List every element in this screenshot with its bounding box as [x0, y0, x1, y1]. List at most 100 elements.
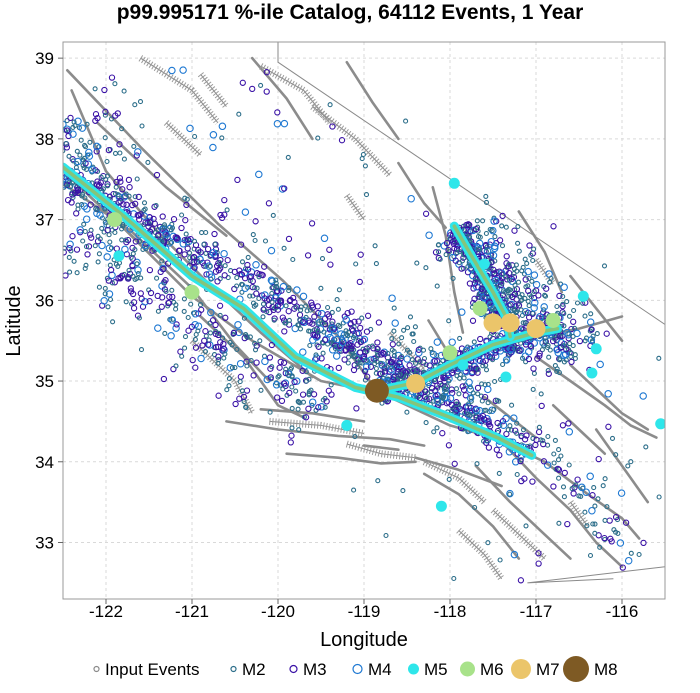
event-marker-m3: [125, 176, 133, 184]
range-hatch: [138, 55, 221, 125]
event-marker-m2: [207, 330, 214, 336]
event-marker-m2: [414, 367, 420, 373]
event-marker-m2: [520, 427, 527, 433]
event-marker-m2: [475, 391, 481, 397]
event-marker-m2: [554, 303, 560, 310]
event-marker-m3: [212, 268, 220, 275]
event-marker-m3: [267, 365, 274, 372]
event-marker-m3: [247, 273, 255, 280]
event-marker-m2: [483, 367, 490, 373]
fault-line: [414, 456, 503, 488]
event-marker-m4: [320, 234, 329, 243]
event-marker-m3: [526, 242, 533, 249]
event-marker-m3: [253, 359, 260, 366]
event-marker-m4: [490, 244, 499, 253]
event-marker-m4: [98, 241, 106, 250]
event-marker-m4: [100, 297, 108, 305]
y-axis-ticks: 33 34 35 36 37 38 39: [35, 49, 63, 552]
event-marker-m3: [217, 256, 224, 264]
event-marker-m2: [556, 370, 562, 376]
event-marker-m2: [121, 156, 127, 162]
event-marker-m2: [217, 260, 223, 266]
event-marker-m2: [79, 191, 86, 197]
event-marker-m3: [211, 230, 218, 238]
event-marker-m2: [63, 194, 64, 197]
event-marker-m2: [351, 487, 357, 493]
event-marker-m4: [134, 148, 142, 156]
event-marker-m3: [516, 347, 523, 354]
event-marker-m3: [93, 148, 100, 155]
event-marker-m3: [458, 265, 465, 272]
large-event-m5: [457, 359, 469, 371]
event-marker-m3: [458, 345, 466, 352]
event-marker-m3: [367, 363, 375, 370]
event-marker-m2: [492, 234, 498, 240]
event-marker-m4: [530, 304, 538, 312]
event-marker-m4: [565, 428, 574, 436]
large-event-m5: [500, 371, 512, 383]
event-marker-m2: [96, 251, 102, 257]
event-marker-m2: [234, 346, 240, 353]
event-marker-m3: [479, 412, 487, 420]
event-marker-m3: [315, 343, 322, 350]
event-marker-m4: [507, 345, 515, 353]
event-marker-m2: [71, 258, 77, 264]
fault-line: [534, 355, 658, 439]
fault-line: [259, 408, 366, 423]
event-marker-m3: [280, 380, 288, 387]
event-marker-m3: [85, 243, 93, 250]
event-marker-m2: [126, 267, 132, 273]
event-marker-m2: [480, 218, 486, 224]
event-marker-m2: [516, 248, 522, 254]
event-marker-m2: [470, 390, 476, 396]
event-marker-m3: [291, 378, 298, 386]
event-marker-m3: [453, 407, 460, 414]
fault-line: [397, 161, 447, 229]
event-marker-m2: [159, 237, 165, 243]
event-marker-m3: [146, 266, 154, 274]
event-marker-m2: [184, 196, 190, 202]
event-marker-m2: [410, 368, 416, 374]
event-marker-m3: [496, 268, 503, 275]
event-marker-m3: [568, 358, 575, 366]
event-marker-m3: [588, 326, 595, 333]
event-marker-m4: [458, 308, 466, 316]
event-marker-m2: [587, 552, 594, 559]
event-marker-m2: [119, 226, 125, 232]
event-marker-m2: [536, 424, 542, 430]
event-marker-m3: [265, 296, 273, 303]
event-marker-m3: [382, 368, 389, 375]
event-marker-m3: [529, 478, 536, 485]
event-marker-m3: [478, 285, 485, 292]
x-tick-label: -118: [434, 602, 467, 621]
event-marker-m2: [274, 285, 280, 291]
event-marker-m2: [260, 314, 266, 320]
event-marker-m2: [286, 285, 292, 291]
event-marker-m2: [443, 252, 449, 258]
event-marker-m2: [628, 459, 634, 465]
event-marker-m4: [299, 292, 308, 301]
event-marker-m2: [298, 307, 304, 313]
event-marker-m2: [374, 352, 380, 358]
event-marker-m2: [572, 355, 578, 362]
event-marker-m2: [190, 310, 197, 316]
event-marker-m2: [508, 427, 515, 433]
event-marker-m2: [92, 86, 98, 92]
event-marker-m4: [207, 308, 215, 317]
event-marker-m3: [421, 388, 429, 395]
event-marker-m2: [71, 119, 77, 125]
event-marker-m2: [560, 301, 566, 307]
event-marker-m2: [306, 389, 312, 395]
event-marker-m2: [179, 353, 185, 359]
event-marker-m2: [203, 229, 209, 236]
event-marker-m4: [524, 348, 533, 356]
event-marker-m3: [329, 318, 336, 325]
event-marker-m4: [317, 403, 326, 411]
large-event-m7: [483, 313, 503, 333]
event-marker-m2: [446, 476, 452, 482]
event-marker-m2: [169, 225, 176, 231]
event-marker-m2: [63, 140, 69, 147]
event-marker-m2: [315, 329, 321, 335]
event-marker-m3: [66, 244, 73, 252]
event-marker-m2: [74, 270, 80, 276]
